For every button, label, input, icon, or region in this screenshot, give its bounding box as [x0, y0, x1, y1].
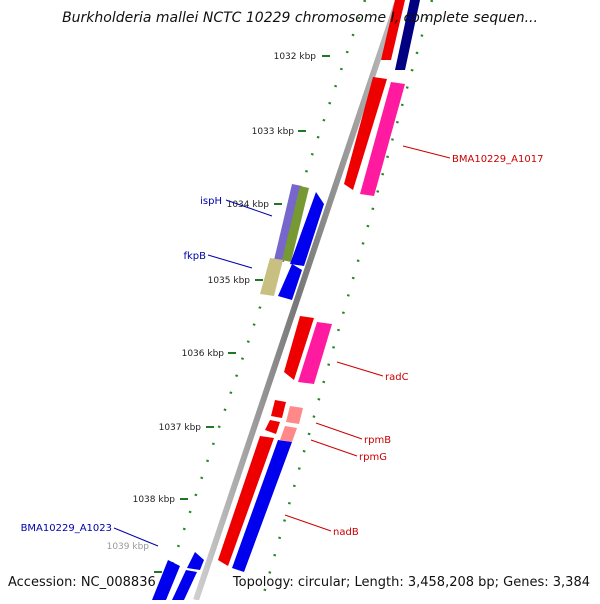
gene-block[interactable] — [381, 0, 405, 60]
accession-label: Accession: NC_008836 — [8, 575, 156, 590]
gene-label-BMA10229_A1023[interactable]: BMA10229_A1023 — [21, 523, 112, 534]
chromosome-backbone — [193, 0, 401, 601]
gene-label-rpmG[interactable]: rpmG — [359, 452, 387, 463]
tick-label: 1035 kbp — [208, 276, 251, 286]
map-title: Burkholderia mallei NCTC 10229 chromosom… — [62, 10, 538, 26]
gene-block[interactable] — [265, 420, 280, 434]
leader-line — [310, 439, 358, 457]
leader-line — [336, 361, 384, 377]
label-leaders — [113, 145, 451, 547]
leader-line — [207, 254, 253, 269]
kbp-tick-labels: 1032 kbp 1033 kbp 1034 kbp 1035 kbp 1036… — [107, 52, 317, 552]
tick-label: 1036 kbp — [182, 349, 225, 359]
leader-line — [315, 422, 363, 440]
forward-gene-labels: ispH fkpB BMA10229_A1023 — [21, 196, 222, 534]
leader-line — [402, 145, 451, 159]
gene-block[interactable] — [395, 0, 420, 70]
gene-label-BMA10229_A1017[interactable]: BMA10229_A1017 — [452, 154, 543, 165]
gene-block[interactable] — [271, 400, 286, 418]
gene-block[interactable] — [232, 440, 292, 572]
gene-block[interactable] — [284, 316, 314, 380]
outer-dotted-ring — [260, 0, 434, 601]
tick-label: 1037 kbp — [159, 423, 202, 433]
gene-block[interactable] — [282, 186, 309, 262]
kbp-ticks — [154, 55, 330, 573]
gene-block[interactable] — [278, 264, 302, 300]
gene-block[interactable] — [172, 570, 197, 600]
tick-label: 1034 kbp — [227, 200, 270, 210]
gene-label-nadB[interactable]: nadB — [333, 527, 359, 538]
tick-label: 1039 kbp — [107, 542, 150, 552]
gene-label-rpmB[interactable]: rpmB — [364, 435, 391, 446]
gene-block[interactable] — [218, 436, 274, 566]
forward-strand-features — [152, 184, 324, 600]
gene-block[interactable] — [260, 258, 283, 296]
gene-block[interactable] — [360, 82, 405, 196]
gene-label-fkpB[interactable]: fkpB — [183, 251, 206, 262]
leader-line — [113, 527, 159, 547]
reverse-strand-features — [218, 0, 420, 572]
tick-label: 1033 kbp — [252, 127, 295, 137]
leader-line — [225, 199, 273, 217]
gene-label-ispH[interactable]: ispH — [200, 196, 222, 207]
gene-block[interactable] — [286, 406, 303, 424]
leader-line — [284, 514, 332, 532]
gene-block[interactable] — [274, 184, 302, 262]
gene-block[interactable] — [298, 322, 332, 384]
gene-block[interactable] — [152, 560, 180, 600]
sequence-summary: Topology: circular; Length: 3,458,208 bp… — [232, 575, 590, 590]
gene-block[interactable] — [344, 77, 387, 190]
tick-label: 1038 kbp — [133, 495, 176, 505]
gene-label-radC[interactable]: radC — [385, 372, 409, 383]
gene-block[interactable] — [280, 426, 297, 442]
gene-block[interactable] — [290, 192, 324, 266]
reverse-gene-labels: BMA10229_A1017 radC rpmB rpmG nadB — [333, 154, 543, 538]
gene-block[interactable] — [187, 552, 204, 570]
tick-label: 1032 kbp — [274, 52, 317, 62]
